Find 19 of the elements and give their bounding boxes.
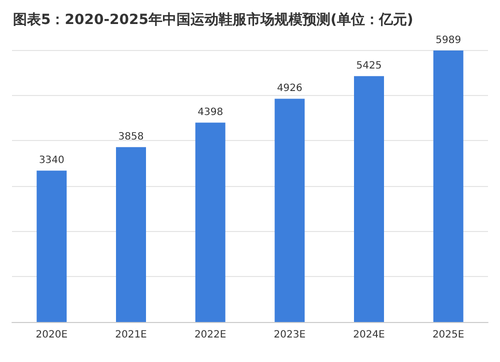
x-tick-label: 2025E xyxy=(432,330,464,340)
chart-title: 图表5：2020-2025年中国运动鞋服市场规模预测(单位：亿元) xyxy=(13,11,414,28)
bar xyxy=(116,147,146,322)
x-tick-label: 2023E xyxy=(274,330,306,340)
data-label: 3340 xyxy=(38,155,64,166)
data-label: 5989 xyxy=(436,35,462,46)
x-tick-label: 2020E xyxy=(36,330,68,340)
bar xyxy=(354,76,384,322)
bar xyxy=(274,98,305,322)
data-label: 3858 xyxy=(118,132,144,143)
data-label: 4398 xyxy=(198,107,224,118)
bar xyxy=(36,170,67,322)
data-label: 4926 xyxy=(276,83,302,94)
data-label: 5425 xyxy=(356,60,382,72)
x-tick-label: 2024E xyxy=(353,330,385,340)
bar xyxy=(195,122,226,322)
x-tick-label: 2021E xyxy=(115,330,147,340)
bar xyxy=(433,50,464,322)
x-tick-label: 2022E xyxy=(194,330,226,340)
